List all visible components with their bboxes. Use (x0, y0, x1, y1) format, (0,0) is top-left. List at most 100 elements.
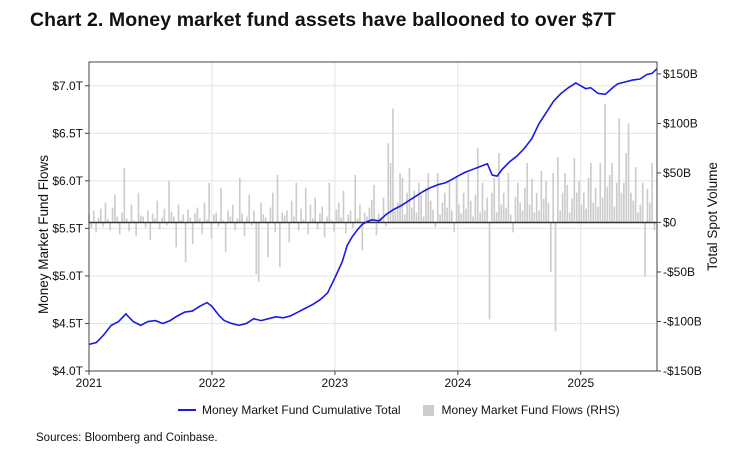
flow-bar (472, 216, 474, 223)
flow-bar (455, 176, 458, 223)
flow-bar (255, 222, 258, 274)
flow-bar (213, 214, 215, 223)
flow-bar (613, 206, 616, 223)
flow-bar (557, 157, 559, 223)
flow-bar (203, 202, 206, 223)
flow-bar (198, 218, 201, 223)
flow-bar (302, 219, 305, 223)
flow-bar (542, 198, 545, 223)
flow-bar (224, 222, 227, 253)
flow-bar (403, 214, 406, 223)
flow-bar (144, 222, 147, 228)
flow-bar (387, 143, 390, 223)
flow-bar (111, 207, 114, 223)
flow-bar (184, 222, 187, 263)
flow-bar (611, 163, 613, 223)
flow-bar (446, 207, 448, 223)
flow-bar (328, 182, 331, 223)
flow-bar (552, 172, 554, 223)
flow-bar (439, 214, 441, 223)
flow-bar (653, 222, 656, 231)
x-tick-label: 2025 (567, 376, 594, 390)
flow-bar (132, 220, 135, 223)
flow-bar (479, 212, 481, 223)
x-tick-label: 2022 (199, 376, 226, 390)
flow-bar (514, 196, 517, 223)
flow-bar (571, 198, 573, 223)
flow-bar (149, 222, 152, 241)
flow-bar (363, 212, 366, 223)
flow-bar (352, 222, 354, 229)
flow-bar (396, 202, 399, 223)
flow-bar (264, 217, 267, 223)
flow-bar (295, 182, 298, 223)
flow-bar (246, 216, 248, 223)
flow-bar (604, 103, 606, 223)
flow-bar (156, 200, 159, 223)
flow-bar (585, 208, 587, 223)
flow-bar (505, 207, 507, 223)
flow-bar (406, 192, 408, 223)
flow-bar (590, 163, 592, 223)
flow-bar (519, 202, 521, 223)
flow-bar (281, 212, 284, 223)
legend-line-swatch (178, 409, 196, 411)
flow-bar (509, 214, 512, 223)
flow-bar (392, 108, 394, 223)
flow-bar (469, 200, 472, 223)
flow-bar (257, 222, 260, 282)
flow-bar (491, 192, 493, 223)
flow-bar (201, 222, 203, 235)
flow-bar (182, 214, 185, 223)
flow-bar (516, 182, 519, 223)
flow-bar (606, 186, 609, 223)
flow-bar (451, 210, 453, 223)
flow-bar (575, 192, 578, 223)
flow-bar (559, 210, 562, 223)
flow-bar (495, 212, 498, 223)
right-tick-label: $0 (663, 215, 677, 229)
flow-bars (88, 103, 656, 332)
flow-bar (215, 212, 218, 223)
right-tick-label: $150B (663, 67, 698, 81)
flow-bar (194, 213, 196, 223)
flow-bar (592, 202, 595, 223)
flow-bar (99, 208, 102, 223)
flow-bar (267, 222, 269, 258)
flow-bar (545, 180, 547, 223)
x-tick-label: 2024 (444, 376, 471, 390)
flow-bar (535, 192, 538, 223)
flow-bar (321, 206, 324, 223)
flow-bar (366, 216, 368, 223)
flow-bar (467, 172, 470, 223)
x-axis: 2021 2022 2023 2024 2025 (76, 371, 594, 390)
flow-bar (151, 213, 154, 223)
flow-bar (528, 204, 531, 223)
flow-bar (648, 202, 651, 223)
flow-bar (507, 172, 510, 223)
flow-bar (300, 208, 302, 223)
flow-bar (142, 216, 145, 223)
flow-bar (434, 222, 437, 228)
flow-bar (601, 197, 604, 223)
right-tick-label: -$50B (663, 265, 695, 279)
flow-bar (95, 222, 97, 233)
flow-bar (493, 177, 496, 223)
flow-bar (187, 209, 189, 223)
flow-bar (627, 123, 630, 223)
right-axis-title: Total Spot Volume (705, 162, 720, 271)
flow-bar (293, 216, 295, 223)
flow-bar (361, 222, 364, 251)
flow-bar (401, 177, 404, 223)
flow-bar (125, 218, 128, 223)
flow-bar (382, 197, 385, 223)
flow-bar (359, 204, 361, 223)
legend-label-flows: Money Market Fund Flows (RHS) (441, 403, 620, 417)
flow-bar (229, 216, 232, 223)
flow-bar (262, 214, 265, 223)
flow-bar (180, 220, 182, 223)
flow-bar (97, 217, 100, 223)
flow-bar (173, 216, 175, 223)
right-tick-label: -$150B (663, 364, 702, 378)
flow-bar (286, 210, 288, 223)
